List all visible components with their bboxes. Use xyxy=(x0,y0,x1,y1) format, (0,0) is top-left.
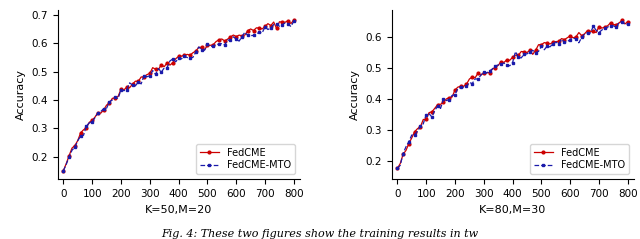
FedCME-MTO xyxy=(618,21,626,24)
FedCME xyxy=(563,36,571,39)
Line: FedCME-MTO: FedCME-MTO xyxy=(62,20,295,172)
FedCME xyxy=(394,167,401,170)
FedCME-MTO xyxy=(186,57,194,60)
FedCME xyxy=(186,54,194,57)
Line: FedCME: FedCME xyxy=(396,19,629,170)
FedCME-MTO xyxy=(580,33,588,36)
Text: Fig. 4: These two figures show the training results in tw: Fig. 4: These two figures show the train… xyxy=(161,229,479,239)
FedCME xyxy=(624,20,632,23)
FedCME-MTO xyxy=(538,45,545,48)
Y-axis label: Accuracy: Accuracy xyxy=(16,69,26,120)
FedCME xyxy=(204,44,211,47)
FedCME xyxy=(538,43,545,46)
FedCME xyxy=(259,27,266,30)
FedCME xyxy=(592,31,600,34)
FedCME xyxy=(520,50,528,53)
FedCME-MTO xyxy=(247,34,255,37)
FedCME-MTO xyxy=(624,23,632,26)
FedCME-MTO xyxy=(394,167,401,170)
FedCME xyxy=(230,33,237,36)
X-axis label: K=80,M=30: K=80,M=30 xyxy=(479,205,546,215)
FedCME-MTO xyxy=(601,27,609,30)
FedCME xyxy=(290,18,298,21)
Legend: FedCME, FedCME-MTO: FedCME, FedCME-MTO xyxy=(196,144,295,174)
FedCME xyxy=(247,27,255,30)
FedCME-MTO xyxy=(60,169,67,172)
FedCME xyxy=(601,26,609,29)
FedCME xyxy=(267,24,275,27)
FedCME-MTO xyxy=(290,20,298,22)
FedCME-MTO xyxy=(520,53,528,55)
FedCME-MTO xyxy=(592,29,600,32)
FedCME xyxy=(580,32,588,35)
FedCME-MTO xyxy=(259,32,266,34)
Line: FedCME: FedCME xyxy=(62,18,295,172)
FedCME-MTO xyxy=(230,35,237,38)
Legend: FedCME, FedCME-MTO: FedCME, FedCME-MTO xyxy=(530,144,628,174)
FedCME-MTO xyxy=(563,40,571,43)
Y-axis label: Accuracy: Accuracy xyxy=(350,69,360,120)
FedCME xyxy=(60,169,67,172)
FedCME-MTO xyxy=(267,27,275,29)
Line: FedCME-MTO: FedCME-MTO xyxy=(396,21,629,170)
FedCME xyxy=(618,19,626,22)
FedCME-MTO xyxy=(204,43,211,46)
X-axis label: K=50,M=20: K=50,M=20 xyxy=(145,205,212,215)
